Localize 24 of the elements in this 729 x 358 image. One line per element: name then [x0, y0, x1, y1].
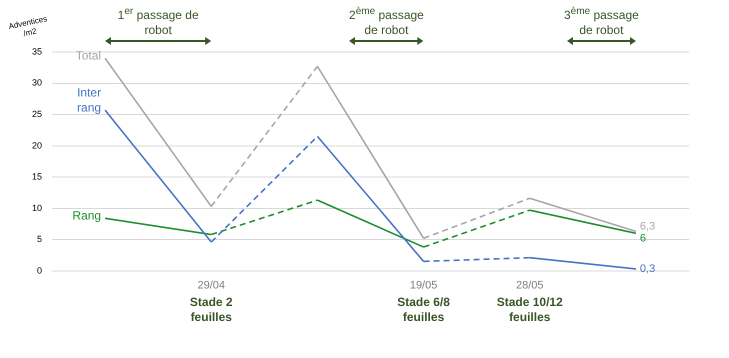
y-tick-label: 5 [36, 234, 42, 244]
x-tick-label: 28/05 [516, 279, 544, 292]
series-label: Inter rang [77, 85, 102, 114]
text: Stade 6/8 feuilles [396, 294, 451, 325]
data-label: 6 [640, 232, 646, 244]
series-label: Rang [72, 208, 102, 223]
text: 2$^{ème}$ passage de robot [348, 5, 425, 38]
y-tick-label: 20 [32, 140, 42, 150]
y-tick-label: 30 [32, 78, 42, 88]
text: Stade 2 feuilles [188, 294, 234, 325]
data-label: 6,3 [640, 220, 656, 232]
y-axis-title: Adventices /m2 [6, 13, 49, 40]
x-tick-label: 19/05 [410, 279, 438, 292]
data-label: 0,3 [640, 262, 656, 275]
y-tick-label: 0 [36, 265, 42, 276]
text: 3$^{ème}$ passage de robot [562, 5, 640, 38]
series-label: Total [76, 48, 102, 63]
text: Stade 10/12 feuilles [496, 294, 564, 325]
y-tick-label: 25 [32, 109, 42, 119]
y-tick-label: 35 [32, 46, 42, 56]
x-tick-label: 29/04 [197, 279, 226, 292]
text: 1$^{er}$ passage de robot [116, 5, 200, 38]
y-tick-label: 15 [32, 172, 42, 182]
y-tick-label: 10 [32, 202, 42, 213]
